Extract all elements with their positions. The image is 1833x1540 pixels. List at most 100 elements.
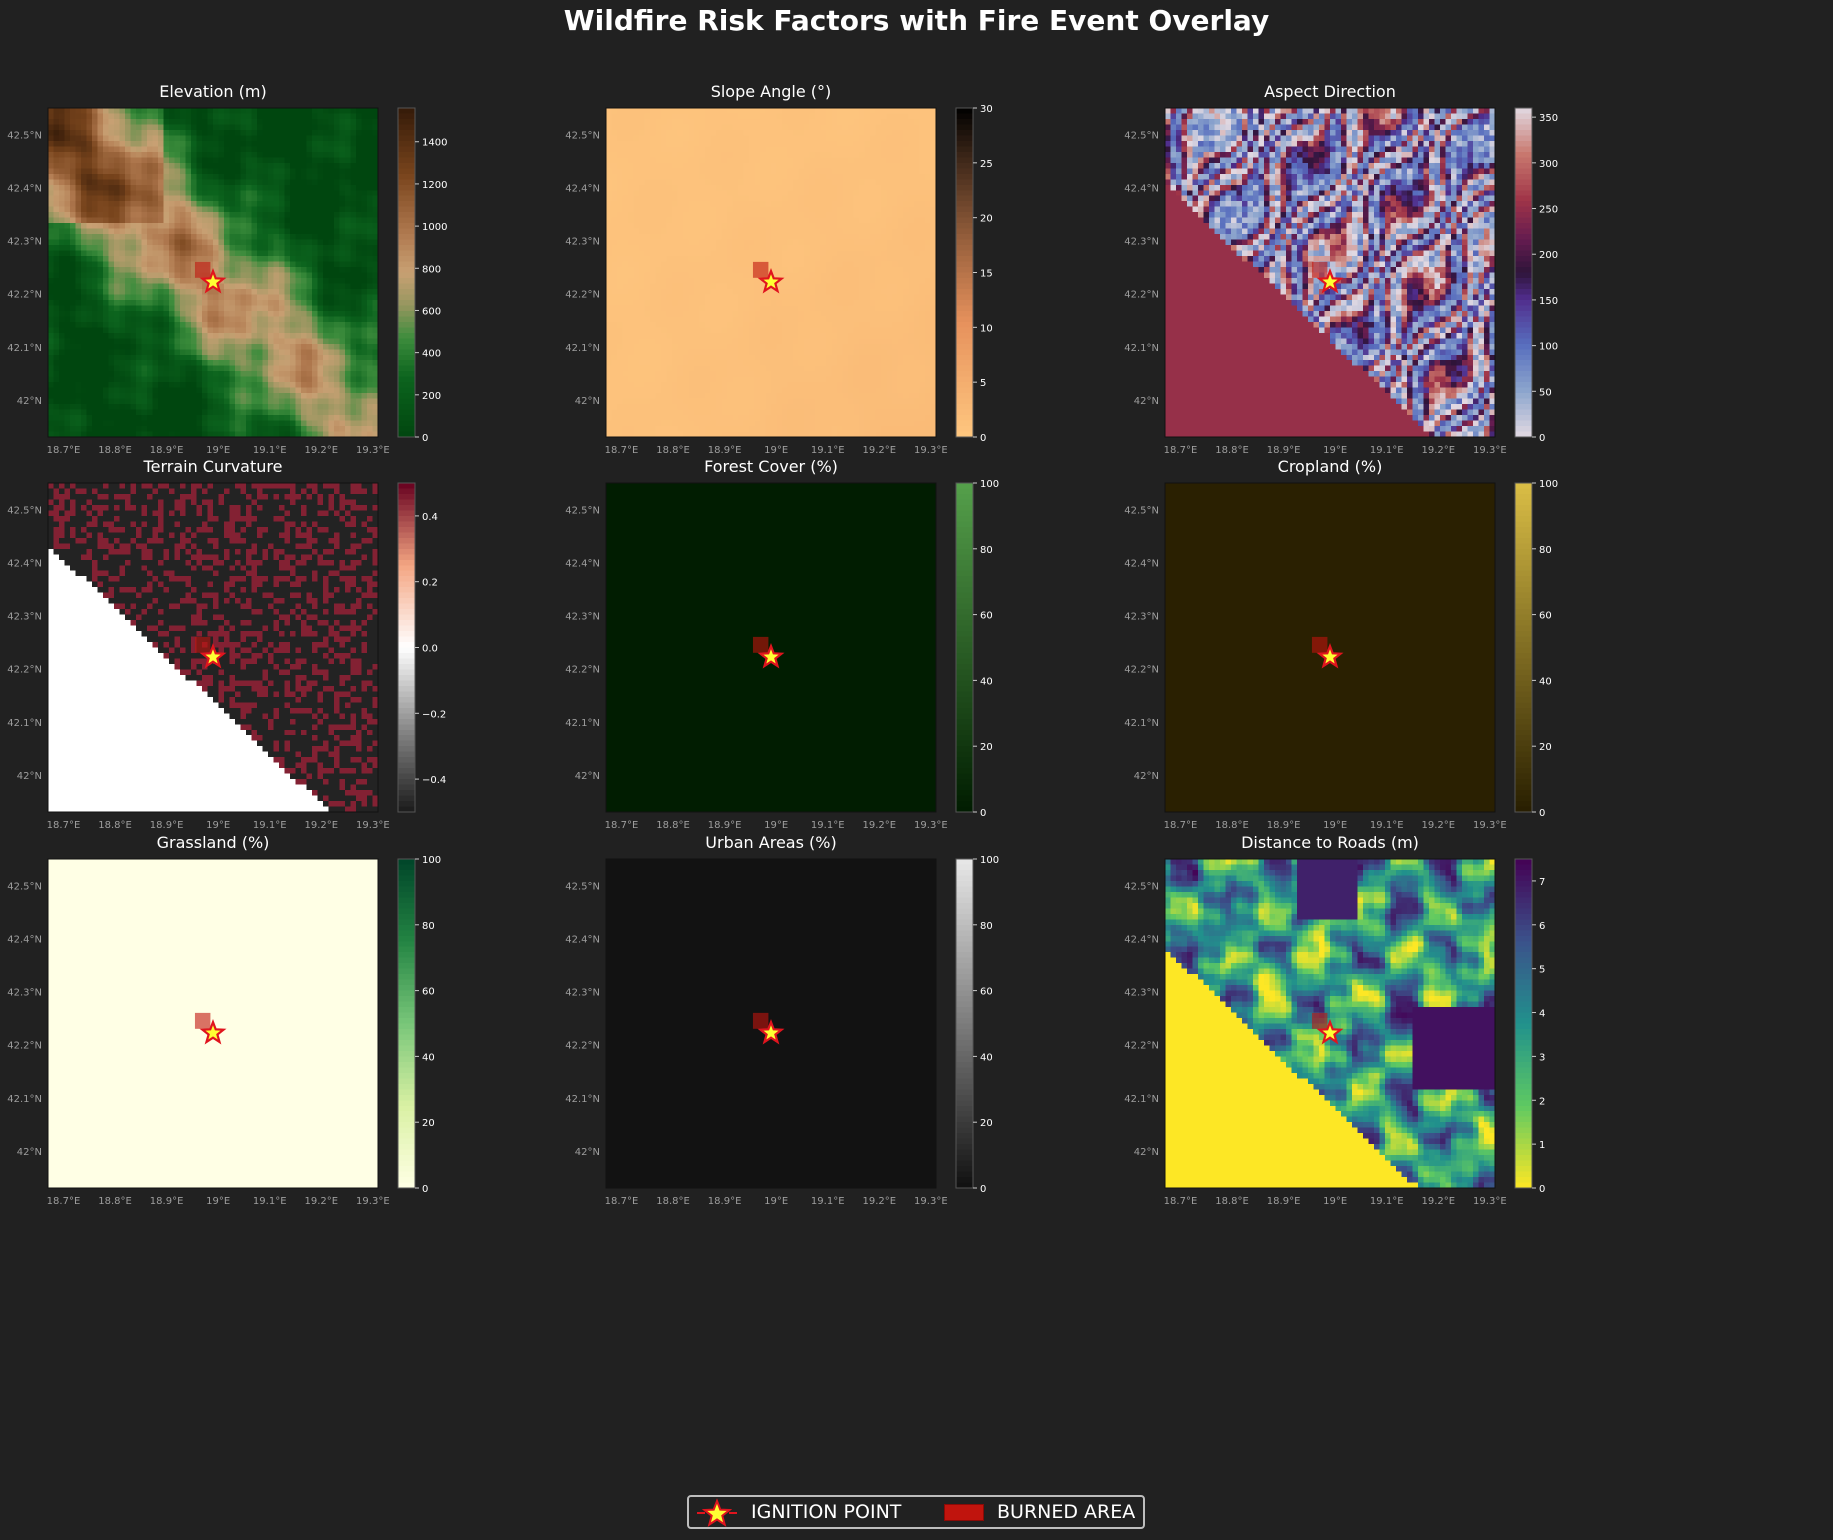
heatmap-cell [48,338,55,345]
heatmap-cell [672,124,679,131]
heatmap-cell [345,234,352,241]
heatmap-cell [213,124,220,131]
heatmap-cell [644,201,651,208]
heatmap-cell [246,239,253,246]
heatmap-cell [136,321,143,328]
heatmap-cell [196,420,203,427]
heatmap-cell [257,228,264,235]
heatmap-cell [180,190,187,197]
heatmap-cell [848,206,855,213]
heatmap-cell [53,365,60,372]
heatmap-cell [301,338,308,345]
heatmap-cell [64,223,71,230]
heatmap-cell [268,376,275,383]
heatmap-cell [301,393,308,400]
heatmap-cell [782,217,789,224]
heatmap-cell [246,426,253,433]
heatmap-cell [897,190,904,197]
heatmap-cell [295,184,302,191]
heatmap-cell [53,371,60,378]
heatmap-cell [119,272,126,279]
heatmap-cell [334,267,341,274]
heatmap-cell [705,157,712,164]
heatmap-cell [81,151,88,158]
heatmap-cell [202,190,209,197]
heatmap-cell [372,239,379,246]
heatmap-cell [672,135,679,142]
heatmap-cell [301,223,308,230]
heatmap-cell [606,118,613,126]
colorbar-segment [398,267,415,274]
heatmap-cell [235,239,242,246]
heatmap-cell [240,190,247,197]
heatmap-cell [251,431,258,438]
heatmap-cell [881,206,888,213]
heatmap-cell [661,146,668,153]
heatmap-cell [864,113,871,120]
heatmap-cell [48,382,55,389]
heatmap-cell [306,217,313,224]
heatmap-cell [53,409,60,416]
heatmap-cell [273,212,280,219]
heatmap-cell [688,195,695,202]
heatmap-cell [125,431,132,438]
heatmap-cell [48,360,55,367]
heatmap-cell [169,387,176,394]
heatmap-cell [372,245,379,252]
heatmap-cell [81,332,88,339]
heatmap-cell [163,140,170,147]
heatmap-cell [196,217,203,224]
heatmap-cell [749,108,756,115]
heatmap-cell [312,212,319,219]
heatmap-cell [196,426,203,433]
heatmap-cell [290,321,297,328]
heatmap-cell [141,234,148,241]
heatmap-cell [749,195,756,202]
heatmap-cell [196,431,203,438]
heatmap-cell [59,184,66,191]
heatmap-cell [699,118,706,126]
heatmap-cell [218,426,225,433]
heatmap-cell [672,217,679,224]
heatmap-cell [328,146,335,153]
heatmap-cell [224,409,231,416]
heatmap-cell [350,321,357,328]
heatmap-cell [81,310,88,317]
heatmap-cell [699,223,706,230]
heatmap-cell [213,420,220,427]
heatmap-cell [70,338,77,345]
heatmap-cell [103,267,110,274]
heatmap-cell [229,162,236,169]
heatmap-cell [672,168,679,175]
heatmap-cell [147,113,154,120]
heatmap-cell [732,140,739,147]
heatmap-cell [130,124,137,131]
heatmap-cell [312,332,319,339]
heatmap-cell [853,140,860,147]
heatmap-cell [48,426,55,433]
heatmap-cell [53,195,60,202]
heatmap-cell [345,239,352,246]
heatmap-cell [356,151,363,158]
heatmap-cell [886,129,893,137]
heatmap-cell [666,157,673,164]
heatmap-cell [361,108,368,115]
heatmap-cell [705,135,712,142]
heatmap-cell [853,146,860,153]
heatmap-cell [295,256,302,263]
heatmap-cell [92,239,99,246]
heatmap-cell [367,157,374,164]
heatmap-cell [273,360,280,367]
heatmap-cell [130,431,137,438]
heatmap-cell [677,162,684,169]
heatmap-cell [710,190,717,197]
heatmap-cell [86,146,93,153]
heatmap-cell [158,294,165,301]
heatmap-cell [284,376,291,383]
heatmap-cell [859,140,866,147]
heatmap-cell [815,146,822,153]
heatmap-cell [350,256,357,263]
heatmap-cell [897,206,904,213]
heatmap-cell [628,135,635,142]
heatmap-cell [295,250,302,257]
